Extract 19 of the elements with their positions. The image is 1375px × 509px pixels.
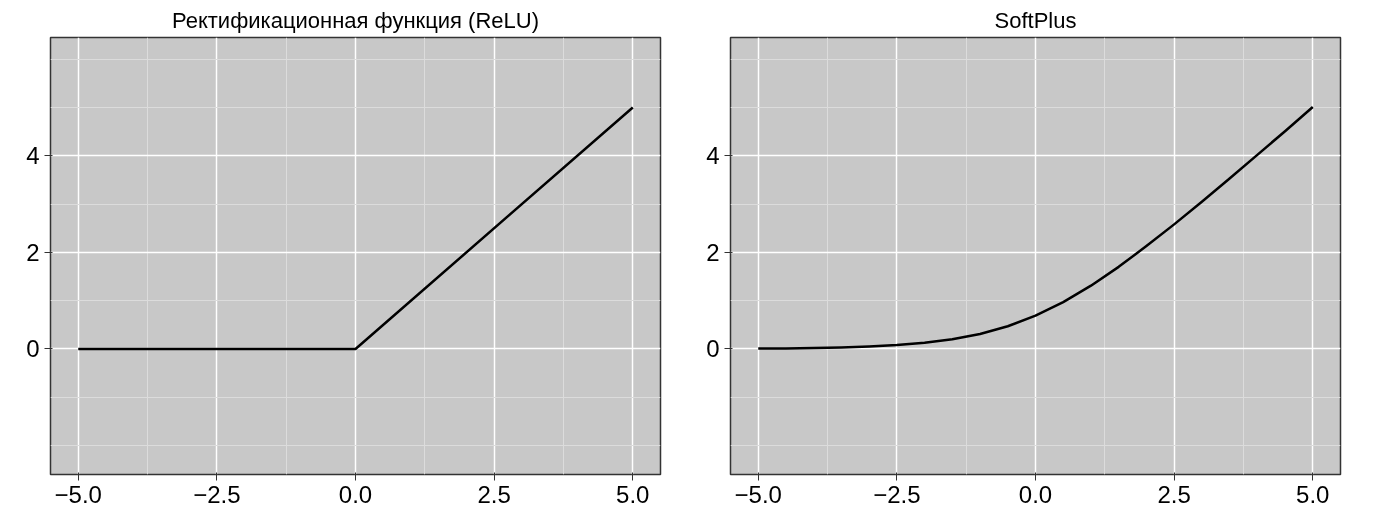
chart-title: SoftPlus <box>994 7 1077 33</box>
line-series <box>756 105 1315 350</box>
y-tick-label: 0 <box>26 335 40 363</box>
x-tick-label: 5.0 <box>616 480 650 508</box>
x-tick-label: −2.5 <box>873 480 921 508</box>
y-tick-label: 4 <box>26 142 40 170</box>
x-tick-label: −5.0 <box>734 480 782 508</box>
x-tick-label: 0.0 <box>338 480 373 508</box>
x-tick-label: 5.0 <box>1296 480 1330 508</box>
x-tick-label: 2.5 <box>1157 480 1191 508</box>
x-tick-label: −2.5 <box>193 480 241 508</box>
x-tick-label: −5.0 <box>54 480 102 508</box>
chart-title: Ректификационная функция (ReLU) <box>171 7 540 33</box>
x-tick-label: 0.0 <box>1018 480 1053 508</box>
y-tick-label: 2 <box>26 238 40 266</box>
y-tick-label: 2 <box>706 238 720 266</box>
x-tick-label: 2.5 <box>477 480 511 508</box>
y-tick-label: 0 <box>706 335 720 363</box>
y-tick-label: 4 <box>706 142 720 170</box>
